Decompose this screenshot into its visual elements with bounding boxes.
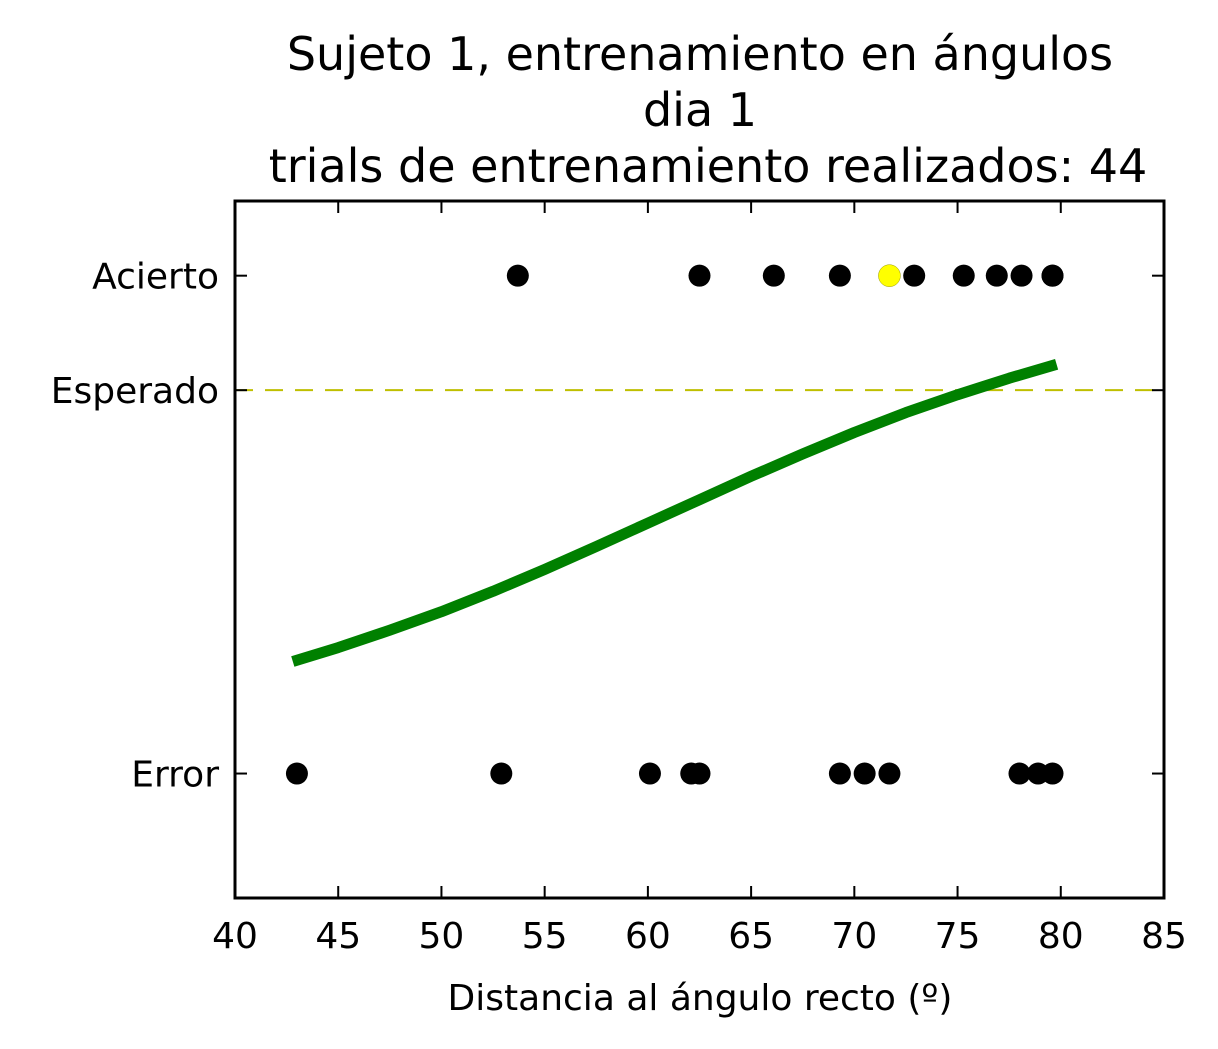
x-tick-label: 75 bbox=[935, 916, 981, 957]
error-point bbox=[853, 762, 876, 785]
error-point bbox=[285, 762, 308, 785]
error-point bbox=[828, 762, 851, 785]
hit-point bbox=[1010, 264, 1033, 287]
y-tick-label: Acierto bbox=[92, 257, 219, 298]
x-tick-label: 55 bbox=[522, 916, 568, 957]
error-point bbox=[878, 762, 901, 785]
error-point bbox=[490, 762, 513, 785]
title-line-1: Sujeto 1, entrenamiento en ángulos bbox=[287, 27, 1113, 81]
hit-point bbox=[985, 264, 1008, 287]
plot-area bbox=[235, 264, 1164, 785]
current-trial-point bbox=[878, 264, 901, 287]
hit-point bbox=[506, 264, 529, 287]
title-line-3: trials de entrenamiento realizados: 44 bbox=[269, 139, 1148, 193]
chart-title: Sujeto 1, entrenamiento en ángulos dia 1… bbox=[269, 27, 1148, 193]
x-axis-label: Distancia al ángulo recto (º) bbox=[448, 978, 953, 1019]
x-tick-label: 80 bbox=[1038, 916, 1084, 957]
title-line-2: dia 1 bbox=[643, 83, 757, 137]
hit-point bbox=[952, 264, 975, 287]
hit-point bbox=[688, 264, 711, 287]
hit-point bbox=[903, 264, 926, 287]
x-tick-label: 85 bbox=[1141, 916, 1187, 957]
x-tick-label: 45 bbox=[315, 916, 361, 957]
fit-curve bbox=[291, 359, 1059, 667]
x-tick-label: 60 bbox=[625, 916, 671, 957]
plot-frame bbox=[233, 199, 1166, 900]
x-tick-label: 70 bbox=[831, 916, 877, 957]
error-point bbox=[1008, 762, 1031, 785]
y-tick-label: Error bbox=[131, 755, 219, 796]
hit-point bbox=[828, 264, 851, 287]
error-point bbox=[638, 762, 661, 785]
error-point bbox=[688, 762, 711, 785]
x-tick-label: 40 bbox=[212, 916, 258, 957]
axis-ticks: 40 45 50 55 60 65 70 75 80 85 Error Esperado Acierto bbox=[51, 201, 1187, 957]
hit-point bbox=[1041, 264, 1064, 287]
x-tick-label: 50 bbox=[419, 916, 465, 957]
hit-point bbox=[762, 264, 785, 287]
x-tick-label: 65 bbox=[728, 916, 774, 957]
y-tick-label: Esperado bbox=[51, 371, 219, 412]
error-point bbox=[1041, 762, 1064, 785]
